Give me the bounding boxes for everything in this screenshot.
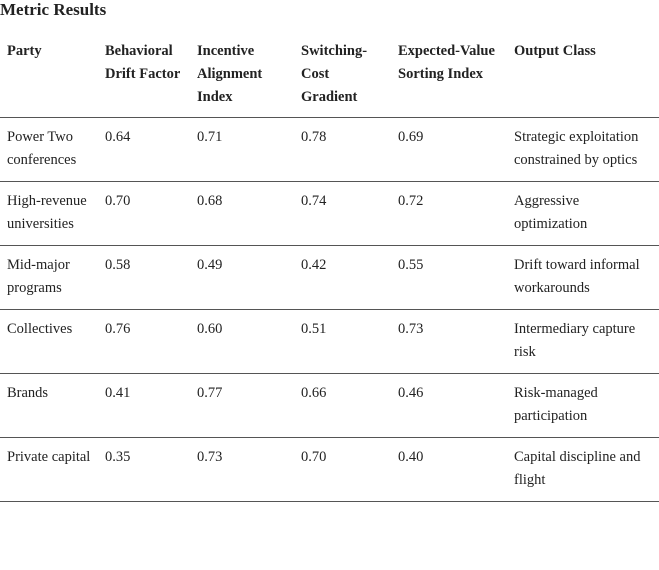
metric-cell: 0.71 xyxy=(190,117,294,182)
party-cell: Private capital xyxy=(0,437,98,502)
metric-cell: 0.49 xyxy=(190,245,294,310)
metric-cell: 0.60 xyxy=(190,309,294,374)
column-header: Party xyxy=(7,43,42,59)
metric-cell: 0.35 xyxy=(98,437,190,502)
metric-cell: 0.70 xyxy=(294,437,391,502)
metric-cell: 0.41 xyxy=(98,373,190,438)
class-cell: Capital discipline and flight xyxy=(507,437,659,502)
metric-table: Party Behavioral Drift Factor Incentive Al… xyxy=(0,38,659,502)
header-row: Party Behavioral Drift Factor Incentive Al… xyxy=(0,38,659,118)
class-cell: Intermediary capture risk xyxy=(507,309,659,374)
metric-cell: 0.40 xyxy=(391,437,507,502)
metric-cell: 0.55 xyxy=(391,245,507,310)
metric-cell: 0.77 xyxy=(190,373,294,438)
party-cell: Collectives xyxy=(0,309,98,374)
column-header: Incentive Alignment Index xyxy=(197,43,263,105)
table-row: Mid-major programs 0.58 0.49 0.42 0.55 Drift … xyxy=(0,245,659,310)
table-body: Power Two conferences 0.64 0.71 0.78 0.69 Str… xyxy=(0,117,659,502)
metric-cell: 0.69 xyxy=(391,117,507,182)
table-row: Brands 0.41 0.77 0.66 0.46 Risk-managed parti… xyxy=(0,373,659,438)
party-cell: High-revenue universities xyxy=(0,181,98,246)
party-cell: Power Two conferences xyxy=(0,117,98,182)
column-header: Switching-Cost Gradient xyxy=(301,43,368,105)
class-cell: Aggressive optimization xyxy=(507,181,659,246)
title: Metric Results xyxy=(0,0,107,19)
metric-cell: 0.66 xyxy=(294,373,391,438)
metric-cell: 0.46 xyxy=(391,373,507,438)
column-header: Behavioral Drift Factor xyxy=(105,43,181,82)
metric-cell: 0.70 xyxy=(98,181,190,246)
metric-cell: 0.78 xyxy=(294,117,391,182)
metric-cell: 0.64 xyxy=(98,117,190,182)
column-header: Output Class xyxy=(514,43,596,59)
column-header: Expected-Value Sorting Index xyxy=(398,43,495,82)
metric-cell: 0.73 xyxy=(190,437,294,502)
metric-cell: 0.51 xyxy=(294,309,391,374)
metric-cell: 0.76 xyxy=(98,309,190,374)
party-cell: Brands xyxy=(0,373,98,438)
class-cell: Risk-managed participation xyxy=(507,373,659,438)
metric-cell: 0.73 xyxy=(391,309,507,374)
metric-cell: 0.68 xyxy=(190,181,294,246)
metric-cell: 0.74 xyxy=(294,181,391,246)
table-row: High-revenue universities 0.70 0.68 0.74 0.7… xyxy=(0,181,659,246)
table-row: Private capital 0.35 0.73 0.70 0.40 Capital d… xyxy=(0,437,659,502)
metric-cell: 0.42 xyxy=(294,245,391,310)
metric-cell: 0.58 xyxy=(98,245,190,310)
table-row: Collectives 0.76 0.60 0.51 0.73 Intermediary … xyxy=(0,309,659,374)
class-cell: Drift toward informal workarounds xyxy=(507,245,659,310)
metric-cell: 0.72 xyxy=(391,181,507,246)
party-cell: Mid-major programs xyxy=(0,245,98,310)
table-row: Power Two conferences 0.64 0.71 0.78 0.69 Str… xyxy=(0,117,659,182)
class-cell: Strategic exploitation constrained by op… xyxy=(507,117,659,182)
